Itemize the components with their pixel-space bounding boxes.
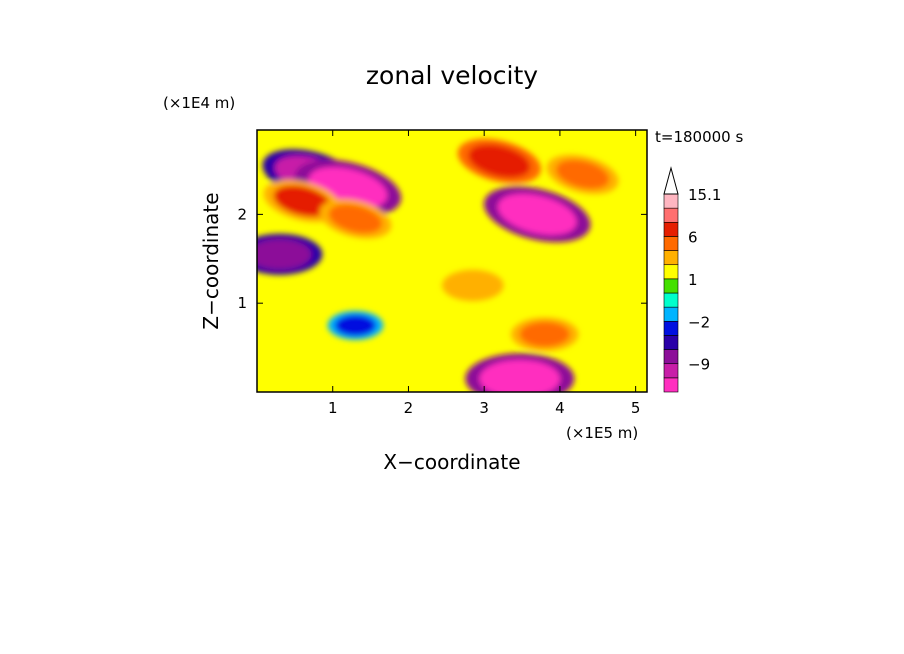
x-tick-label: 1 [328, 399, 338, 417]
field-feature [328, 204, 383, 234]
colorbar-swatch [663, 207, 679, 223]
y-tick-label: 2 [237, 205, 247, 223]
y-tick-label: 1 [237, 294, 247, 312]
colorbar-swatch [663, 335, 679, 350]
colorbar-swatch [663, 193, 679, 209]
colorbar-swatch [663, 349, 679, 365]
field-feature [273, 185, 332, 217]
x-axis-unit: (×1E5 m) [566, 424, 638, 442]
field-feature [334, 314, 377, 337]
field-feature [257, 239, 312, 270]
plot-frame [256, 129, 648, 393]
colorbar-swatch [663, 221, 679, 237]
heatmap-contours [257, 138, 619, 392]
colorbar-swatch [663, 264, 679, 280]
chart-title: zonal velocity [366, 61, 538, 90]
colorbar-swatch [663, 306, 679, 322]
colorbar-swatch [663, 320, 679, 336]
colorbar: 15.1 6 1 −2 −9 [663, 166, 721, 393]
x-tick-label: 5 [631, 399, 641, 417]
field-feature [450, 273, 496, 298]
time-label: t=180000 s [655, 128, 743, 146]
x-axis-label: X−coordinate [383, 450, 520, 474]
colorbar-swatch [663, 363, 679, 379]
colorbar-label: 1 [688, 271, 698, 289]
field-feature [497, 193, 577, 236]
x-axis-ticks: 1 2 3 4 5 [328, 130, 640, 417]
x-tick-label: 4 [555, 399, 565, 417]
heatmap-field [257, 130, 647, 392]
colorbar-swatch [663, 377, 679, 393]
colorbar-label: 15.1 [688, 186, 721, 204]
colorbar-label: 6 [688, 228, 698, 246]
y-axis-ticks: 12 [237, 205, 647, 312]
colorbar-swatch [663, 250, 679, 266]
colorbar-swatch [663, 278, 679, 294]
x-tick-label: 2 [404, 399, 414, 417]
colorbar-label: −2 [688, 313, 710, 331]
field-feature [556, 159, 610, 189]
colorbar-extend-arrow [663, 166, 679, 195]
colorbar-label: −9 [688, 356, 710, 374]
colorbar-swatch [663, 292, 679, 308]
x-tick-label: 3 [479, 399, 489, 417]
y-axis-unit: (×1E4 m) [163, 94, 235, 112]
field-feature [479, 359, 561, 392]
y-axis-label: Z−coordinate [199, 192, 223, 329]
colorbar-swatch [663, 236, 679, 251]
field-feature [468, 144, 531, 178]
field-feature [519, 321, 570, 347]
